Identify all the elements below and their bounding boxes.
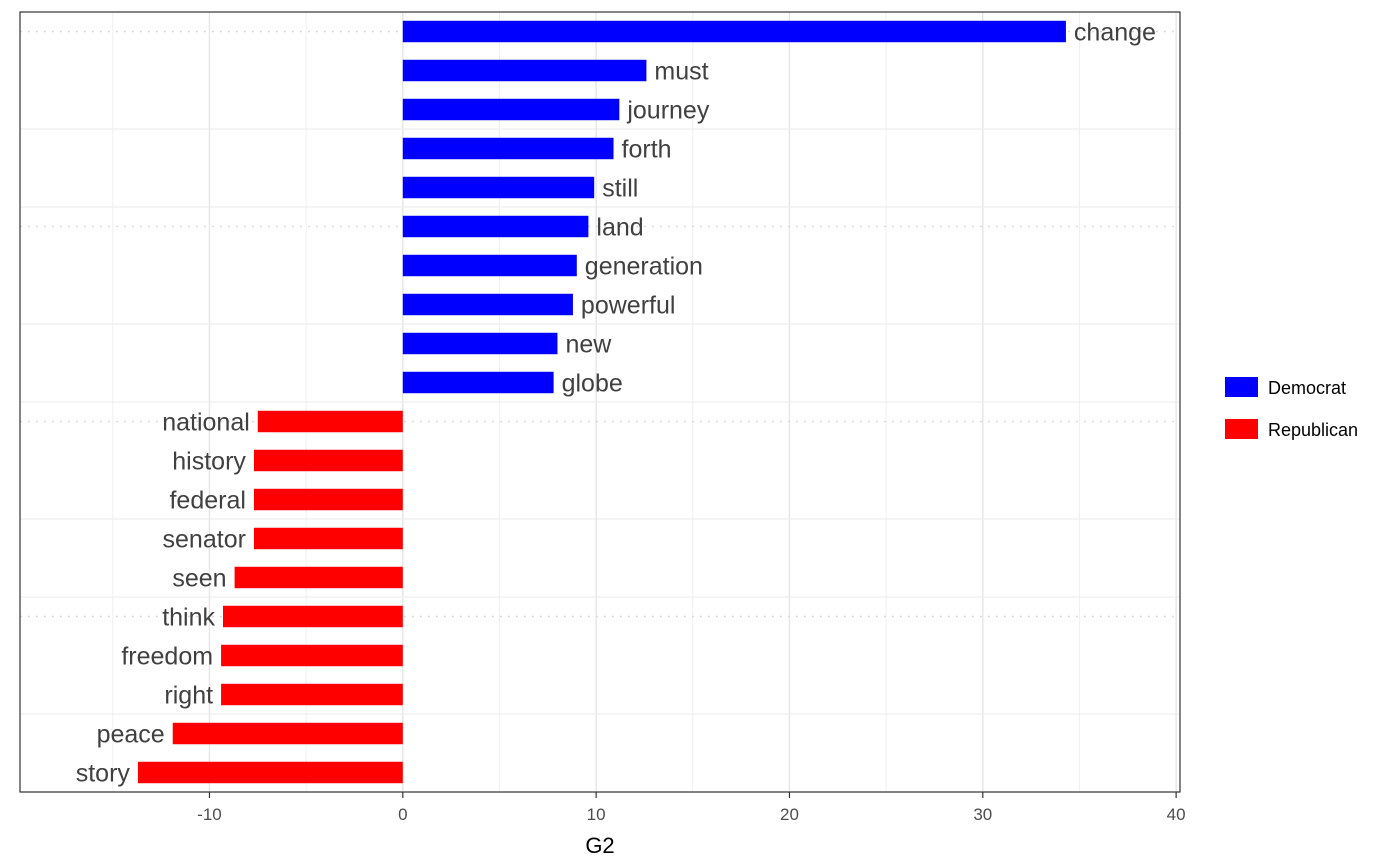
bar-label-think: think [162,604,215,632]
legend-key-republican [1225,419,1258,439]
bar-label-generation: generation [585,253,703,281]
bar-label-right: right [164,682,213,710]
bar-still [402,176,595,199]
legend: Democrat Republican [1225,377,1358,440]
bar-new [402,332,558,355]
bar-label-change: change [1074,19,1156,47]
bar-national [257,410,403,433]
bar-right [221,683,403,706]
bar-history [253,449,403,472]
bar-label-freedom: freedom [121,643,213,671]
x-tick-label: 30 [973,805,992,824]
panel-border [19,11,1181,793]
bar-label-land: land [596,214,643,242]
bar-label-seen: seen [172,565,226,593]
x-tick-label: -10 [197,805,222,824]
bar-federal [253,488,403,511]
bar-generation [402,254,577,277]
bar-label-still: still [602,175,638,203]
bar-story [137,761,403,784]
bar-peace [172,722,403,745]
bar-label-peace: peace [97,721,165,749]
x-axis-title: G2 [585,833,614,858]
bar-label-powerful: powerful [581,292,676,320]
x-tick-label: 20 [780,805,799,824]
bar-label-history: history [172,448,246,476]
bar-freedom [221,644,403,667]
legend-label-republican: Republican [1268,420,1358,440]
bar-label-senator: senator [163,526,246,554]
bar-change [402,20,1066,43]
bar-label-forth: forth [622,136,672,164]
bar-must [402,59,647,82]
bar-globe [402,371,554,394]
x-tick-label: 40 [1167,805,1186,824]
bar-label-must: must [654,58,708,86]
bar-label-story: story [76,760,131,788]
bar-journey [402,98,620,121]
x-tick-label: 0 [398,805,407,824]
bar-labels: change must journey forth still land generatio… [76,19,1156,788]
legend-key-democrat [1225,377,1258,397]
bar-think [223,605,403,628]
bar-label-new: new [565,331,612,359]
bar-label-globe: globe [562,370,623,398]
bar-powerful [402,293,573,316]
bar-land [402,215,589,238]
bar-label-national: national [162,409,250,437]
x-tick-label: 10 [587,805,606,824]
bar-forth [402,137,614,160]
row-guides [20,30,1180,793]
bar-seen [234,566,403,589]
bars [137,20,1066,784]
x-axis: -10 0 10 20 30 40 [197,792,1186,824]
legend-label-democrat: Democrat [1268,378,1346,398]
bar-label-federal: federal [169,487,245,515]
bar-senator [253,527,403,550]
bar-label-journey: journey [626,97,709,125]
